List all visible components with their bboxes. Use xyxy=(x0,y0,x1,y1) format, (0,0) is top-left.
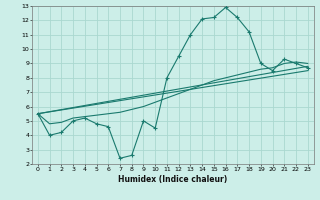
X-axis label: Humidex (Indice chaleur): Humidex (Indice chaleur) xyxy=(118,175,228,184)
